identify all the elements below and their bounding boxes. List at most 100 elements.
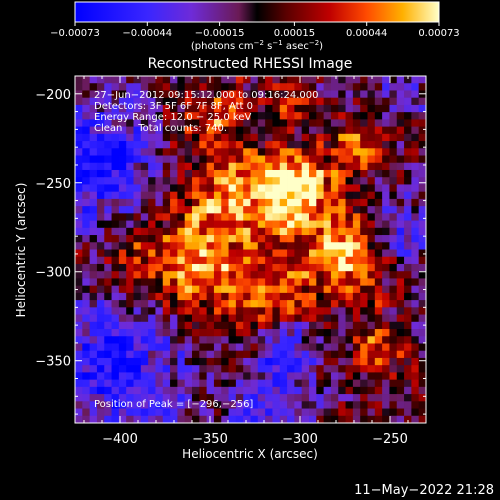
heatmap-cell [374,329,383,337]
heatmap-cell [96,177,105,185]
heatmap-cell [184,198,193,207]
heatmap-cell [272,90,281,99]
heatmap-cell [389,256,398,265]
heatmap-cell [265,191,273,200]
heatmap-cell [316,97,325,106]
heatmap-cell [177,198,186,207]
heatmap-cell [294,155,303,164]
heatmap-cell [213,394,222,402]
heatmap-cell [345,394,354,402]
heatmap-cell [111,292,120,301]
heatmap-cell [316,141,325,149]
heatmap-cell [272,394,281,402]
heatmap-cell [404,76,412,84]
heatmap-cell [104,191,112,200]
heatmap-cell [404,206,412,214]
heatmap-cell [279,365,288,373]
heatmap-cell [316,249,325,258]
heatmap-cell [82,321,91,330]
heatmap-cell [309,83,317,91]
heatmap-cell [75,336,83,344]
heatmap-cell [199,357,208,366]
heatmap-cell [177,285,186,294]
heatmap-cell [184,83,193,91]
heatmap-cell [133,365,142,373]
heatmap-cell [396,104,405,113]
heatmap-cell [170,357,178,366]
heatmap-cell [177,249,186,258]
heatmap-cell [367,307,376,315]
heatmap-cell [96,191,105,200]
heatmap-cell [184,329,193,337]
heatmap-cell [235,401,244,409]
heatmap-cell [126,104,134,113]
heatmap-cell [213,76,222,84]
heatmap-cell [228,155,237,164]
heatmap-cell [374,285,383,294]
heatmap-cell [111,242,120,250]
heatmap-cell [140,343,149,352]
heatmap-cell [89,104,98,113]
heatmap-cell [228,206,237,214]
heatmap-cell [199,213,208,221]
heatmap-cell [133,292,142,301]
heatmap-cell [338,350,346,359]
heatmap-cell [228,271,237,279]
heatmap-cell [177,235,186,243]
heatmap-cell [257,112,266,120]
heatmap-cell [184,104,193,113]
heatmap-cell [133,401,142,409]
heatmap-cell [404,97,412,106]
heatmap-cell [265,350,273,359]
heatmap-cell [309,177,317,185]
heatmap-cell [126,119,134,128]
heatmap-cell [374,141,383,149]
heatmap-cell [345,263,354,272]
heatmap-cell [250,350,259,359]
heatmap-cell [345,76,354,84]
heatmap-cell [111,307,120,315]
heatmap-cell [250,83,259,91]
heatmap-cell [294,408,303,417]
heatmap-cell [243,104,251,113]
heatmap-cell [250,379,259,388]
heatmap-cell [118,104,127,113]
heatmap-cell [162,76,171,84]
heatmap-cell [104,198,112,207]
heatmap-cell [389,90,398,99]
heatmap-cell [89,126,98,135]
heatmap-cell [330,90,339,99]
heatmap-cell [126,336,134,344]
heatmap-cell [272,141,281,149]
heatmap-cell [118,227,127,236]
heatmap-cell [250,206,259,214]
heatmap-cell [338,372,346,381]
heatmap-cell [287,307,295,315]
heatmap-cell [82,394,91,402]
heatmap-cell [382,169,390,178]
heatmap-cell [360,300,368,308]
heatmap-cell [396,300,405,308]
heatmap-cell [206,112,215,120]
heatmap-cell [265,343,273,352]
heatmap-cell [418,97,426,106]
heatmap-cell [367,394,376,402]
heatmap-cell [192,271,200,279]
heatmap-cell [265,394,273,402]
heatmap-cell [206,321,215,330]
heatmap-cell [345,249,354,258]
heatmap-cell [345,112,354,120]
heatmap-cell [345,133,354,142]
heatmap-cell [279,227,288,236]
heatmap-cell [162,104,171,113]
heatmap-cell [192,191,200,200]
heatmap-cell [418,336,426,344]
heatmap-cell [309,242,317,250]
heatmap-cell [316,401,325,409]
heatmap-cell [367,76,376,84]
heatmap-cell [104,271,112,279]
heatmap-cell [118,83,127,91]
heatmap-cell [148,148,156,156]
heatmap-cell [104,76,112,84]
heatmap-cell [367,415,376,423]
